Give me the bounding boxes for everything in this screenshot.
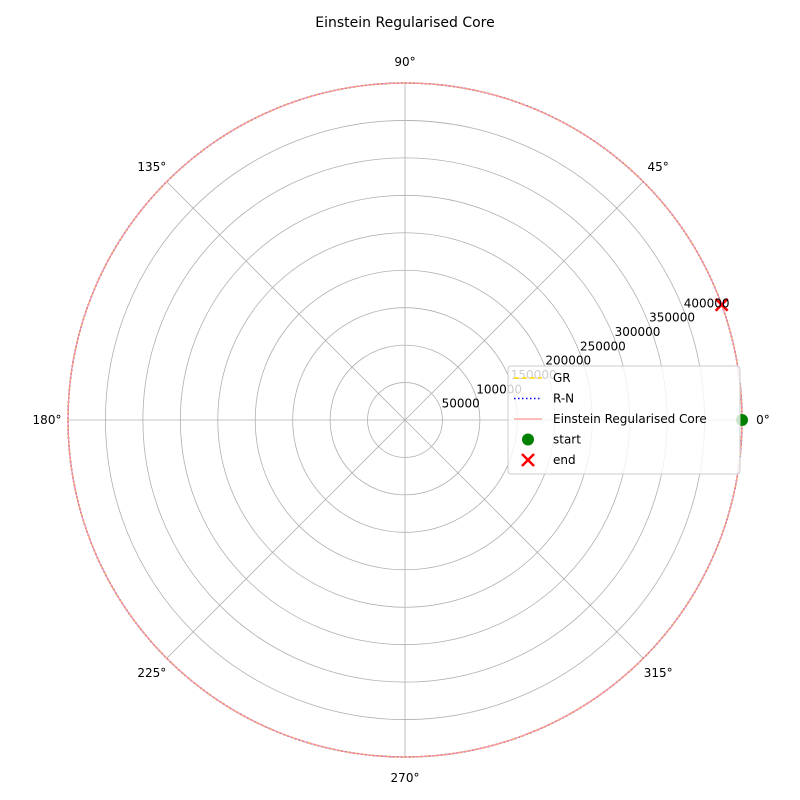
r-tick-6: 350000 [649, 311, 695, 325]
theta-tick-2: 90° [394, 55, 415, 69]
legend-label-0: GR [553, 371, 571, 385]
spoke-45 [404, 181, 644, 421]
r-tick-3: 200000 [545, 354, 591, 368]
grid-circle-0 [367, 382, 443, 458]
theta-tick-6: 270° [391, 771, 420, 785]
legend-label-3: start [553, 433, 581, 447]
r-tick-4: 250000 [580, 339, 626, 353]
legend-label-2: Einstein Regularised Core [553, 412, 707, 426]
theta-tick-1: 45° [648, 160, 669, 174]
legend-swatch-4-b [521, 453, 535, 467]
marker-end-stroke-b [714, 297, 729, 312]
legend-label-1: R-N [553, 392, 574, 406]
r-tick-0: 50000 [442, 397, 480, 411]
theta-tick-7: 315° [644, 666, 673, 680]
legend-box [507, 365, 741, 475]
theta-tick-0: 0° [756, 413, 770, 427]
spoke-315 [404, 419, 644, 659]
legend-swatch-4 [521, 453, 535, 467]
r-tick-7: 400000 [684, 296, 730, 310]
legend-label-4: end [553, 453, 576, 467]
r-tick-5: 300000 [615, 325, 661, 339]
grid-circle-1 [329, 344, 481, 496]
legend-swatch-3 [522, 433, 534, 446]
theta-tick-3: 135° [137, 160, 166, 174]
theta-tick-4: 180° [33, 413, 62, 427]
spoke-225 [166, 419, 406, 659]
chart-title: Einstein Regularised Core [315, 15, 494, 31]
spoke-135 [166, 181, 406, 421]
marker-end [714, 297, 729, 312]
theta-tick-5: 225° [137, 666, 166, 680]
legend: GR R-N Einstein Regularised Core start end [507, 365, 741, 475]
